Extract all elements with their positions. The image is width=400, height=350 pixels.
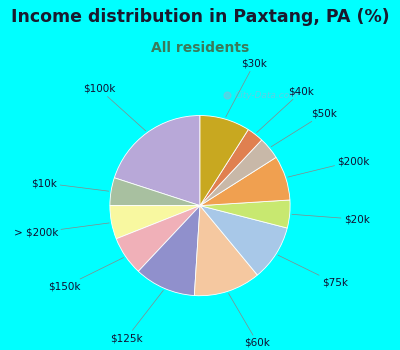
Wedge shape — [110, 178, 200, 206]
Text: $75k: $75k — [278, 255, 348, 288]
Text: $40k: $40k — [257, 86, 314, 133]
Text: $200k: $200k — [288, 156, 370, 177]
Wedge shape — [200, 158, 290, 206]
Wedge shape — [200, 200, 290, 228]
Text: > $200k: > $200k — [14, 223, 109, 238]
Text: $100k: $100k — [83, 84, 146, 131]
Text: $150k: $150k — [48, 258, 124, 292]
Wedge shape — [200, 206, 287, 275]
Text: $50k: $50k — [271, 108, 337, 147]
Wedge shape — [200, 140, 276, 206]
Wedge shape — [194, 206, 258, 296]
Text: City-Data.com: City-Data.com — [234, 91, 298, 100]
Text: $60k: $60k — [228, 294, 270, 348]
Wedge shape — [114, 116, 200, 206]
Text: $20k: $20k — [292, 214, 370, 224]
Wedge shape — [200, 130, 262, 206]
Wedge shape — [116, 206, 200, 271]
Text: All residents: All residents — [151, 41, 249, 55]
Text: $10k: $10k — [32, 178, 109, 191]
Text: $125k: $125k — [110, 290, 163, 343]
Wedge shape — [138, 206, 200, 295]
Text: $30k: $30k — [226, 59, 267, 117]
Wedge shape — [110, 206, 200, 239]
Wedge shape — [200, 116, 248, 206]
Text: Income distribution in Paxtang, PA (%): Income distribution in Paxtang, PA (%) — [11, 8, 389, 26]
